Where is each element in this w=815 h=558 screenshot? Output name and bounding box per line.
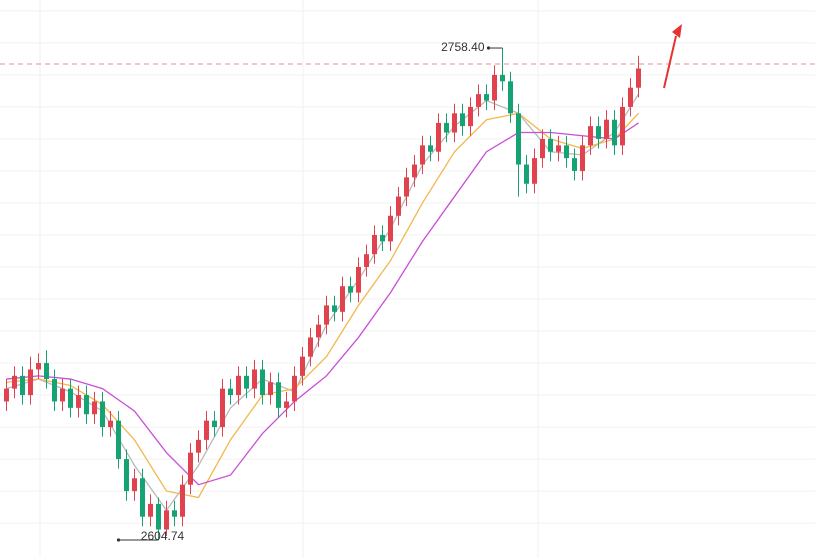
- candle-body: [300, 356, 305, 376]
- candle-body: [284, 401, 289, 408]
- candle-body: [548, 138, 553, 152]
- candle-body: [276, 382, 281, 408]
- candle-body: [532, 158, 537, 184]
- candle-body: [140, 478, 145, 517]
- candle-body: [180, 484, 185, 517]
- candle-body: [636, 68, 641, 88]
- candle-body: [308, 337, 313, 357]
- candle-body: [252, 369, 257, 389]
- candle-body: [324, 305, 329, 325]
- max-label-dot: [486, 46, 491, 50]
- candle-body: [628, 87, 633, 107]
- candle-body: [172, 510, 177, 517]
- candle-body: [564, 145, 569, 159]
- moving-average: [6, 122, 639, 486]
- plot: [0, 46, 815, 542]
- candle-body: [588, 126, 593, 146]
- candle-body: [228, 388, 233, 396]
- candle-body: [92, 401, 97, 415]
- candle-body: [164, 510, 169, 530]
- candle-body: [268, 382, 273, 396]
- candle-body: [556, 145, 561, 152]
- candle-body: [508, 81, 513, 114]
- candle-body: [500, 74, 505, 82]
- candle-body: [372, 234, 377, 255]
- candle-body: [244, 375, 249, 389]
- candle-body: [204, 420, 209, 440]
- arrow-head: [672, 24, 682, 38]
- candle-body: [68, 388, 73, 408]
- candle-body: [212, 420, 217, 428]
- candle-body: [236, 375, 241, 396]
- min-label: 2604.74: [141, 529, 185, 543]
- candle-body: [196, 439, 201, 453]
- arrow-shaft: [663, 35, 677, 89]
- candle-body: [524, 164, 529, 184]
- candle-body: [412, 164, 417, 178]
- candle-body: [596, 126, 601, 139]
- candle-body: [36, 363, 41, 370]
- candle-body: [612, 119, 617, 146]
- candle-body: [348, 286, 353, 293]
- candle-body: [340, 286, 345, 312]
- candle-body: [356, 266, 361, 293]
- candle-body: [420, 145, 425, 165]
- candle-body: [388, 215, 393, 242]
- candle-body: [484, 94, 489, 101]
- candle-body: [28, 369, 33, 396]
- candle-body: [60, 388, 65, 402]
- candle-body: [260, 369, 265, 396]
- candle-body: [100, 401, 105, 428]
- candle-body: [460, 113, 465, 127]
- candle-body: [396, 196, 401, 216]
- candle-body: [604, 119, 609, 139]
- min-label-dot: [116, 538, 121, 542]
- candle-body: [124, 459, 129, 492]
- candle-body: [44, 363, 49, 380]
- candle-body: [188, 452, 193, 485]
- candle-body: [4, 388, 9, 402]
- candle-body: [404, 177, 409, 197]
- max-label: 2758.40: [441, 40, 485, 54]
- candle-body: [364, 254, 369, 267]
- candle-body: [492, 74, 497, 101]
- candle-body: [332, 305, 337, 312]
- candle-body: [316, 324, 321, 338]
- candle-body: [116, 420, 121, 460]
- moving-average: [6, 112, 639, 499]
- candle-body: [84, 395, 89, 415]
- candle-body: [148, 503, 153, 517]
- candle-body: [572, 158, 577, 171]
- candle-body: [380, 234, 385, 242]
- candle-body: [620, 106, 625, 146]
- candle-body: [156, 503, 161, 530]
- candle-body: [132, 478, 137, 492]
- candle-body: [540, 138, 545, 159]
- candle-body: [516, 113, 521, 165]
- candle-body: [452, 113, 457, 133]
- candle-body: [444, 122, 449, 133]
- candle-body: [292, 375, 297, 402]
- candle-body: [468, 106, 473, 127]
- candle-body: [52, 379, 57, 402]
- candle-body: [12, 375, 17, 389]
- candle-body: [76, 395, 81, 408]
- candle-body: [428, 145, 433, 152]
- candle-body: [436, 122, 441, 152]
- candle-body: [108, 420, 113, 428]
- candle-body: [580, 145, 585, 171]
- candle-body: [20, 375, 25, 396]
- candle-body: [476, 94, 481, 107]
- candle-body: [220, 388, 225, 428]
